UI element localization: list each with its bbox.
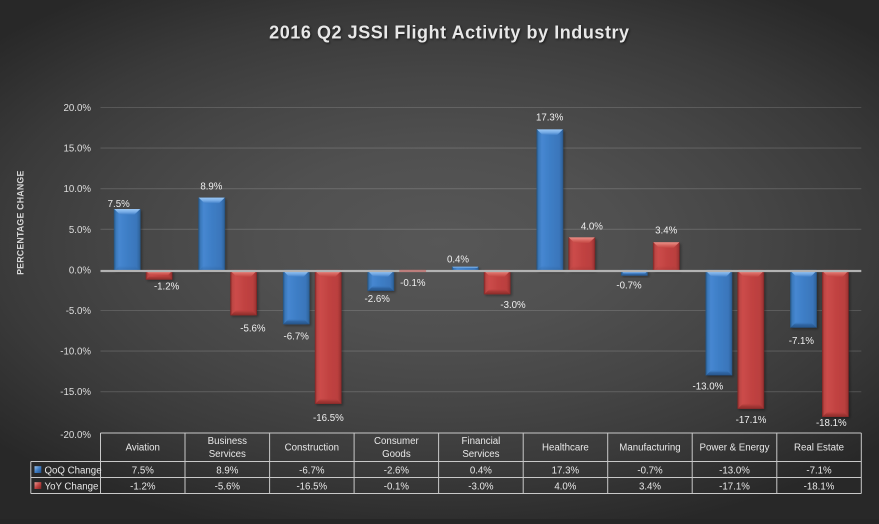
svg-text:-7.1%: -7.1% [789,336,815,347]
svg-text:17.3%: 17.3% [536,112,564,123]
svg-text:8.9%: 8.9% [216,465,238,476]
svg-text:-3.0%: -3.0% [468,481,494,492]
svg-text:PERCENTAGE CHANGE: PERCENTAGE CHANGE [16,170,26,274]
svg-text:Aviation: Aviation [126,443,160,454]
svg-text:-10.0%: -10.0% [60,347,91,358]
svg-text:17.3%: 17.3% [552,465,580,476]
svg-text:8.9%: 8.9% [200,182,222,193]
svg-text:3.4%: 3.4% [639,481,661,492]
svg-text:-15.0%: -15.0% [60,387,91,398]
svg-text:-2.6%: -2.6% [384,465,410,476]
svg-text:-5.0%: -5.0% [66,306,92,317]
svg-text:4.0%: 4.0% [554,481,576,492]
svg-text:4.0%: 4.0% [581,222,603,233]
svg-text:-17.1%: -17.1% [736,415,767,426]
svg-text:Construction: Construction [285,443,339,454]
svg-text:-16.5%: -16.5% [313,413,344,424]
svg-text:-20.0%: -20.0% [60,430,91,441]
svg-text:7.5%: 7.5% [108,199,130,210]
svg-text:-6.7%: -6.7% [299,465,325,476]
svg-text:-17.1%: -17.1% [719,481,750,492]
svg-text:-13.0%: -13.0% [719,465,750,476]
svg-text:-0.1%: -0.1% [400,278,426,289]
svg-text:0.4%: 0.4% [447,254,469,265]
svg-text:0.4%: 0.4% [470,465,492,476]
svg-text:Healthcare: Healthcare [542,443,589,454]
svg-text:Real Estate: Real Estate [794,443,844,454]
svg-text:20.0%: 20.0% [64,103,92,114]
svg-text:-0.1%: -0.1% [384,481,410,492]
svg-text:Consumer: Consumer [374,436,419,447]
svg-text:-6.7%: -6.7% [284,332,310,343]
svg-text:7.5%: 7.5% [132,465,154,476]
svg-text:QoQ Change: QoQ Change [45,465,102,476]
svg-text:-1.2%: -1.2% [130,481,156,492]
svg-text:-18.1%: -18.1% [816,418,847,429]
svg-text:-3.0%: -3.0% [500,300,526,311]
svg-text:-2.6%: -2.6% [365,294,391,305]
svg-text:-16.5%: -16.5% [296,481,327,492]
svg-text:-0.7%: -0.7% [637,465,663,476]
svg-text:15.0%: 15.0% [64,144,92,155]
svg-text:Goods: Goods [382,449,411,460]
svg-text:Financial: Financial [462,436,501,447]
svg-text:Services: Services [462,449,499,460]
svg-text:3.4%: 3.4% [655,226,677,237]
svg-text:-1.2%: -1.2% [154,282,180,293]
svg-text:-13.0%: -13.0% [693,381,724,392]
svg-text:YoY Change: YoY Change [45,481,99,492]
svg-text:-5.6%: -5.6% [215,481,241,492]
svg-text:10.0%: 10.0% [64,184,92,195]
svg-text:Power & Energy: Power & Energy [700,443,770,454]
svg-text:5.0%: 5.0% [69,225,91,236]
svg-text:2016 Q2 JSSI Flight Activity b: 2016 Q2 JSSI Flight Activity by Industry [269,23,629,43]
svg-text:Manufacturing: Manufacturing [619,443,680,454]
svg-text:Business: Business [208,436,247,447]
svg-text:-7.1%: -7.1% [806,465,832,476]
svg-text:0.0%: 0.0% [69,265,91,276]
svg-text:-5.6%: -5.6% [240,323,266,334]
svg-text:Services: Services [209,449,246,460]
svg-text:-0.7%: -0.7% [616,281,642,292]
svg-text:-18.1%: -18.1% [804,481,835,492]
